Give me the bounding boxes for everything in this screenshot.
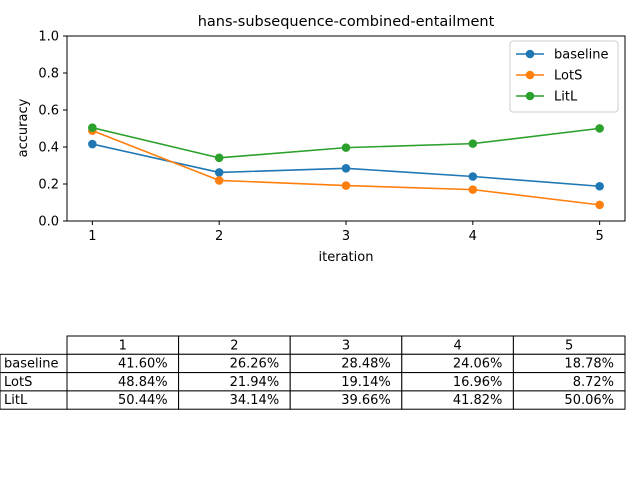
data-point-baseline [214, 168, 224, 177]
x-tick-label: 4 [469, 229, 477, 244]
table-cell-value: 19.14% [341, 375, 391, 390]
data-point-lots [468, 185, 478, 194]
data-point-litl [341, 143, 351, 152]
y-axis: 0.0 0.2 0.4 0.6 0.8 1.0 [38, 30, 67, 230]
data-point-baseline [341, 164, 351, 173]
data-point-baseline [88, 139, 97, 149]
table-cell-value: 41.60% [118, 357, 168, 372]
legend-frame [509, 40, 619, 113]
table-cell-value: 8.72% [573, 375, 614, 390]
series-baseline [88, 139, 604, 191]
chart-title: hans-subsequence-combined-entailment [198, 14, 495, 30]
legend-label-litl: LitL [554, 90, 578, 105]
table-row-label-baseline: baseline [4, 357, 58, 372]
x-tick-label: 1 [88, 229, 96, 244]
table-cell-value: 34.14% [230, 393, 280, 408]
table-cell-value: 41.82% [453, 393, 503, 408]
data-point-litl [88, 123, 97, 132]
table-header-label: 5 [565, 338, 573, 353]
table-row-label-lots: LotS [4, 375, 32, 390]
table-cell-value: 18.78% [564, 357, 614, 372]
table-row-label-litl: LitL [4, 393, 28, 408]
table-cell-value: 21.94% [230, 375, 280, 390]
x-tick-label: 5 [595, 229, 603, 244]
data-point-lots [595, 200, 604, 210]
data-point-litl [214, 153, 224, 163]
data-point-litl [595, 124, 604, 133]
data-point-baseline [595, 181, 604, 191]
table-header-label: 1 [119, 338, 127, 353]
table-header-label: 4 [453, 338, 461, 353]
legend-swatch-marker-litl [525, 91, 535, 101]
table-cell-value: 28.48% [341, 357, 391, 372]
y-tick-label: 0.8 [38, 67, 59, 82]
data-point-lots [214, 176, 224, 185]
table-cell-value: 50.06% [564, 393, 614, 408]
legend: baseline LotS LitL [509, 40, 619, 113]
x-axis: 1 2 3 4 5 [88, 221, 604, 244]
y-tick-label: 0.4 [38, 141, 59, 156]
legend-swatch-marker-baseline [525, 49, 535, 59]
x-tick-label: 3 [342, 229, 350, 244]
table-cell-value: 50.44% [118, 393, 168, 408]
y-tick-label: 0.2 [38, 178, 59, 193]
y-axis-label: accuracy [16, 98, 31, 157]
table-header-label: 2 [230, 338, 238, 353]
data-point-baseline [468, 172, 478, 181]
table-cell [512, 390, 626, 410]
y-tick-label: 1.0 [38, 30, 59, 45]
y-tick-label: 0.0 [38, 215, 59, 230]
legend-label-baseline: baseline [554, 48, 608, 63]
data-point-litl [468, 139, 478, 148]
x-tick-label: 2 [215, 229, 223, 244]
legend-swatch-marker-lots [525, 70, 535, 80]
x-axis-label: iteration [319, 250, 374, 265]
table-cell-value: 26.26% [230, 357, 280, 372]
series-line-litl [92, 126, 600, 159]
legend-label-lots: LotS [554, 69, 582, 84]
table-cell-value: 48.84% [118, 375, 168, 390]
series-layer [88, 123, 604, 210]
table-cell-value: 24.06% [453, 357, 503, 372]
table-header-label: 3 [342, 338, 350, 353]
table-cell-value: 16.96% [453, 375, 503, 390]
series-litl [88, 123, 604, 163]
y-tick-label: 0.6 [38, 104, 59, 119]
data-point-lots [341, 181, 351, 190]
data-table: 1 2 3 4 5 baseline 41.60% 26.26% 28.48% 24.06% 18.… [0, 335, 626, 410]
table-cell-value: 39.66% [341, 393, 391, 408]
